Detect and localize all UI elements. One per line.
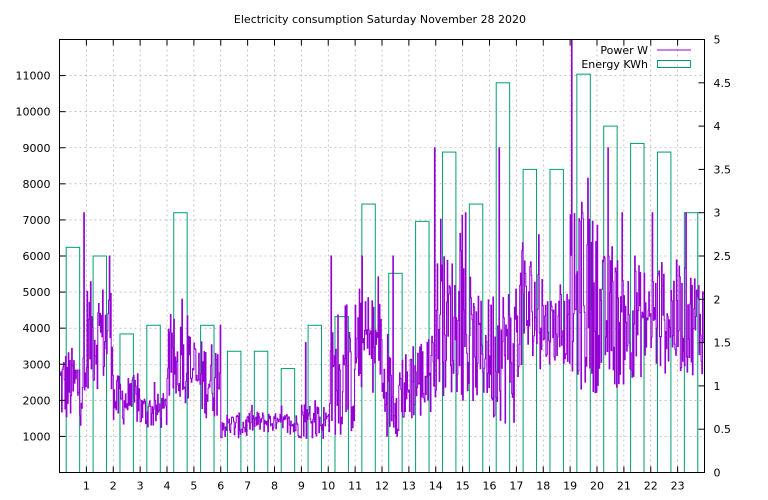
y-right-tick-label: 3.5	[714, 163, 732, 176]
power-trace	[59, 39, 705, 439]
x-tick-label: 7	[244, 480, 251, 493]
x-tick-label: 10	[321, 480, 335, 493]
legend-label-energy: Energy KWh	[581, 58, 648, 71]
y-left-tick-label: 5000	[23, 286, 51, 299]
x-tick-label: 14	[429, 480, 443, 493]
x-tick-label: 23	[671, 480, 685, 493]
y-left-tick-label: 1000	[23, 430, 51, 443]
y-right-tick-label: 1.5	[714, 337, 732, 350]
x-tick-label: 15	[456, 480, 470, 493]
x-tick-label: 12	[375, 480, 389, 493]
legend-swatch-energy	[657, 60, 691, 68]
y-right-tick-label: 0.5	[714, 423, 732, 436]
x-tick-label: 6	[217, 480, 224, 493]
y-right-tick-label: 4.5	[714, 77, 732, 90]
x-tick-label: 17	[509, 480, 523, 493]
x-tick-label: 9	[298, 480, 305, 493]
legend: Power W Energy KWh	[581, 44, 691, 71]
y-right-tick-label: 5	[714, 34, 721, 47]
x-tick-label: 3	[137, 480, 144, 493]
y-left-tick-label: 7000	[23, 214, 51, 227]
x-tick-label: 1	[83, 480, 90, 493]
x-tick-label: 2	[110, 480, 117, 493]
x-tick-label: 8	[271, 480, 278, 493]
x-tick-label: 19	[563, 480, 577, 493]
x-tick-label: 21	[617, 480, 631, 493]
y-left-tick-label: 3000	[23, 358, 51, 371]
x-tick-label: 22	[644, 480, 658, 493]
y-left-tick-label: 6000	[23, 250, 51, 263]
x-tick-label: 4	[164, 480, 171, 493]
x-tick-label: 13	[402, 480, 416, 493]
y-right-tick-label: 2.5	[714, 250, 732, 263]
y-right-tick-label: 3	[714, 207, 721, 220]
power-line	[59, 39, 705, 439]
y-left-tick-label: 8000	[23, 178, 51, 191]
x-tick-label: 18	[536, 480, 550, 493]
y-left-tick-label: 9000	[23, 142, 51, 155]
y-right-tick-label: 1	[714, 380, 721, 393]
y-left-tick-label: 10000	[16, 106, 51, 119]
x-tick-label: 5	[190, 480, 197, 493]
y-left-tick-label: 2000	[23, 394, 51, 407]
x-tick-label: 11	[348, 480, 362, 493]
legend-label-power: Power W	[600, 44, 648, 57]
axes: 1 2 3 4 5 6 7 8 9 10 11 12 13 14 15 16 17 18 19 20 21 22 23100…	[16, 34, 732, 493]
x-tick-label: 20	[590, 480, 604, 493]
y-right-tick-label: 2	[714, 293, 721, 306]
y-right-tick-label: 4	[714, 120, 721, 133]
y-left-tick-label: 4000	[23, 322, 51, 335]
x-tick-label: 16	[483, 480, 497, 493]
y-left-tick-label: 11000	[16, 70, 51, 83]
y-right-tick-label: 0	[714, 467, 721, 480]
chart-title: Electricity consumption Saturday Novembe…	[234, 13, 526, 26]
